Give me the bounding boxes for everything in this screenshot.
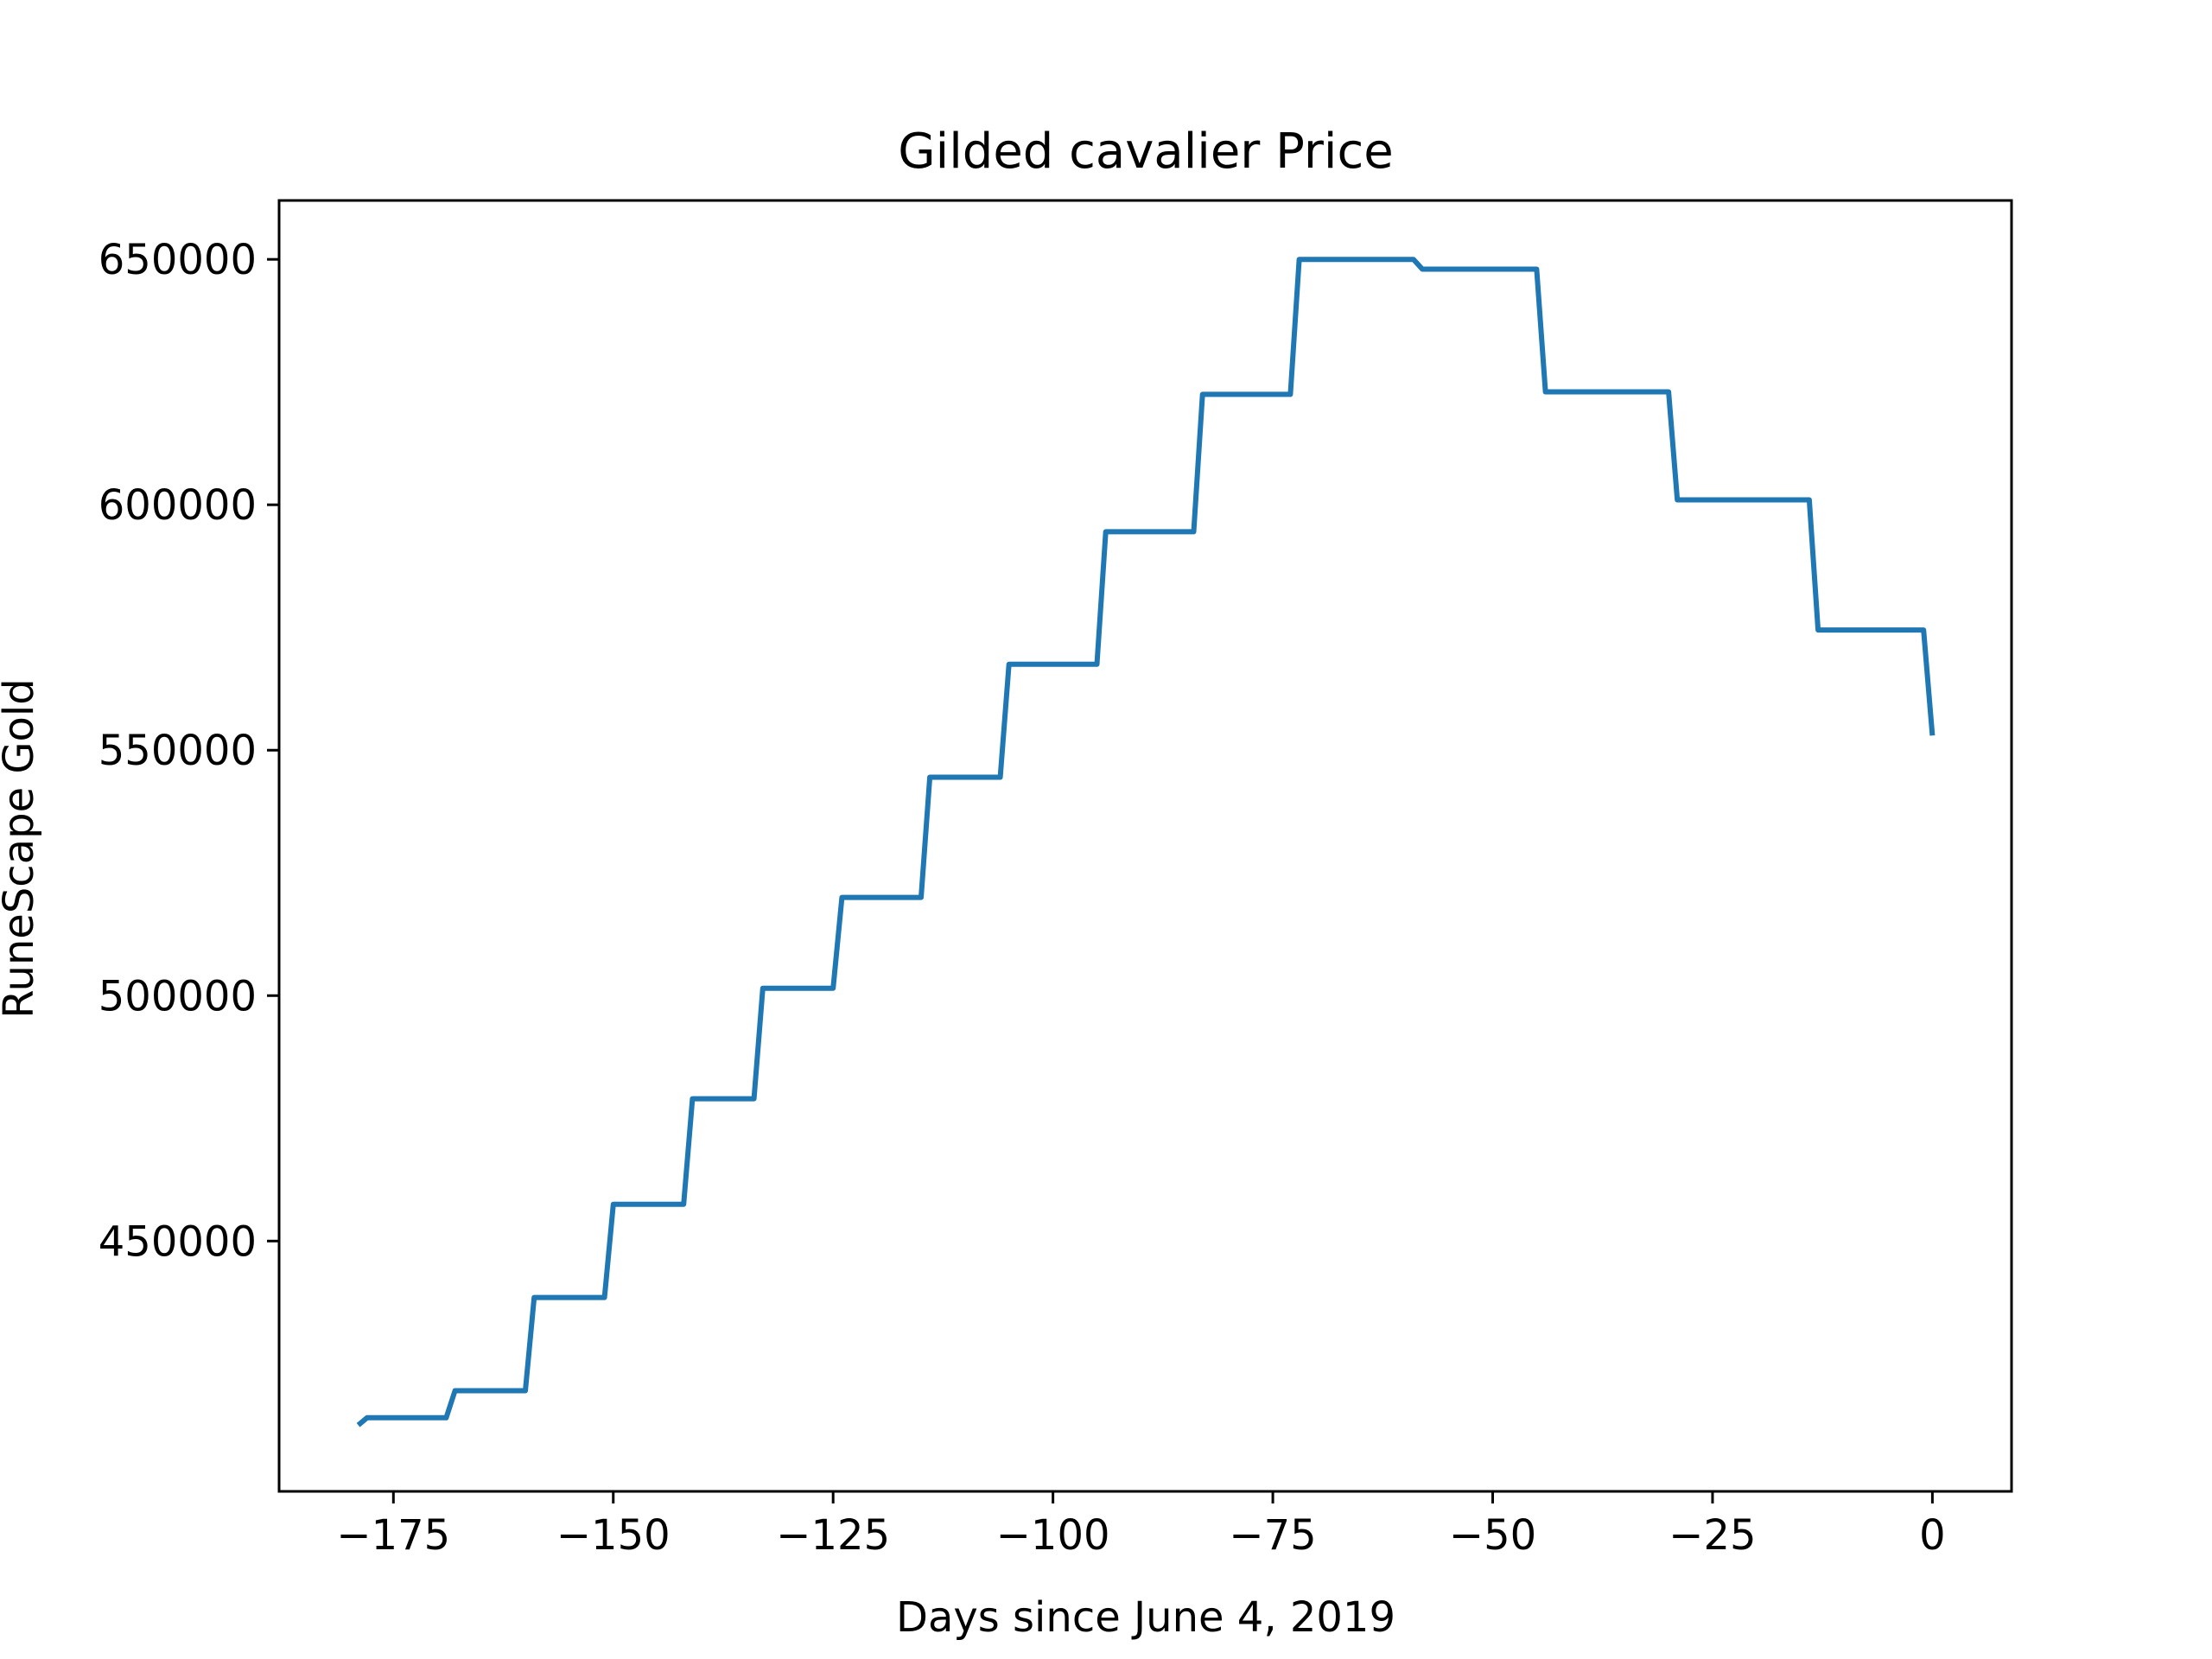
y-tick-label: 450000 xyxy=(99,1217,257,1266)
x-axis-label: Days since June 4, 2019 xyxy=(896,1593,1395,1642)
y-tick-label: 600000 xyxy=(99,481,257,530)
plot-area: −175 −150 −125 −100 −75 −50 −25 0 450000 500000 55… xyxy=(99,199,2013,1560)
x-tick-label: −175 xyxy=(336,1511,450,1560)
x-tick-label: −25 xyxy=(1669,1511,1756,1560)
x-tick-label: −50 xyxy=(1449,1511,1536,1560)
y-tick-label: 500000 xyxy=(99,972,257,1020)
x-tick-label: −125 xyxy=(776,1511,890,1560)
x-tick-label: −150 xyxy=(556,1511,671,1560)
x-tick-label: −75 xyxy=(1229,1511,1316,1560)
y-axis-label: RuneScape Gold xyxy=(0,678,43,1018)
x-tick-label: 0 xyxy=(1919,1511,1946,1560)
axes-frame xyxy=(277,199,2013,1493)
series-line-0 xyxy=(356,257,1936,1427)
chart-title: Gilded cavalier Price xyxy=(898,124,1393,180)
y-tick-label: 650000 xyxy=(99,236,257,284)
y-tick-label: 550000 xyxy=(99,727,257,775)
x-tick-label: −100 xyxy=(996,1511,1110,1560)
